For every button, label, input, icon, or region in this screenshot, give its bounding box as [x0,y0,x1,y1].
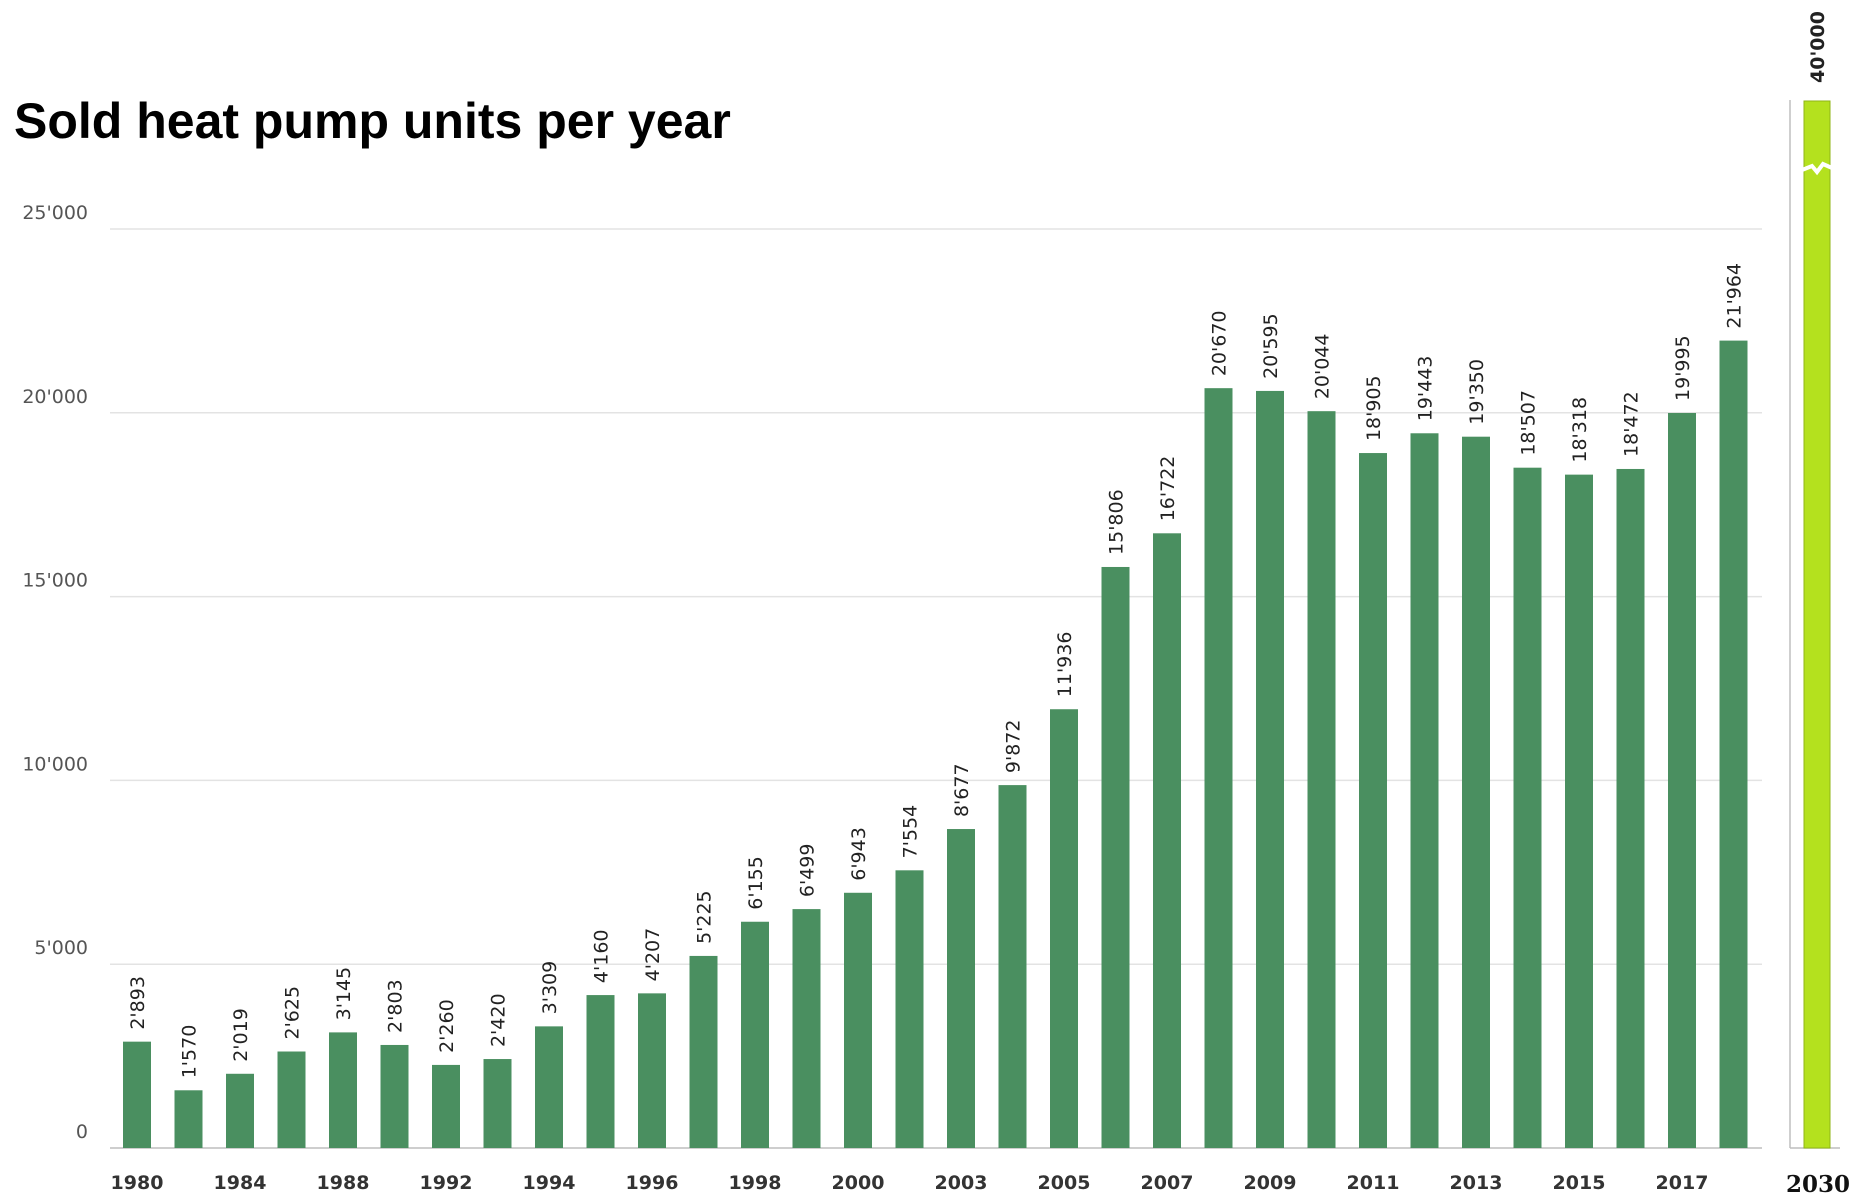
bar [895,870,924,1148]
data-label: 19'443 [1415,356,1437,422]
data-label: 21'964 [1724,263,1746,329]
target-bar-panel: 40'000 2030 [1786,11,1850,1194]
y-tick-label: 0 [76,1121,88,1143]
bar [535,1026,563,1148]
data-label: 2'893 [127,976,149,1030]
bar [844,892,872,1148]
x-tick-label: 1988 [317,1172,370,1194]
x-tick-label: 2005 [1038,1172,1091,1194]
data-label: 20'670 [1209,310,1231,376]
data-label: 8'677 [951,763,973,817]
y-tick-label: 20'000 [22,386,88,408]
bar [380,1044,409,1148]
bar [947,829,975,1148]
x-tick-label: 2017 [1656,1172,1709,1194]
target-data-label: 40'000 [1807,11,1829,83]
data-labels: 2'893 1'570 2'019 2'625 3'145 2'803 2'260 2'420… [127,263,1746,1078]
y-tick-label: 15'000 [22,570,88,592]
x-tick-label: 2013 [1450,1172,1503,1194]
bar [1565,474,1593,1148]
x-tick-label: 1996 [626,1172,679,1194]
bar [1359,453,1387,1148]
bar [1050,709,1078,1148]
bar [1153,533,1181,1148]
data-label: 18'472 [1621,391,1643,457]
bar [1462,436,1490,1149]
bar [792,909,821,1148]
y-tick-label: 25'000 [22,202,88,224]
data-label: 20'595 [1260,313,1282,379]
data-label: 16'722 [1157,456,1179,522]
bar [123,1041,151,1148]
bar [1307,411,1336,1148]
x-tick-label: 2009 [1244,1172,1297,1194]
data-label: 1'570 [179,1025,201,1079]
x-tick-label: 1984 [214,1172,267,1194]
data-label: 6'499 [797,844,819,898]
bar [1101,566,1130,1148]
bar [226,1073,254,1148]
x-tick-label: 1992 [420,1172,473,1194]
data-label: 20'044 [1312,334,1334,400]
bar [1668,412,1696,1149]
target-category-label: 2030 [1786,1171,1850,1194]
x-tick-label: 2011 [1347,1172,1400,1194]
data-label: 4'160 [591,930,613,984]
bar [1410,433,1439,1148]
bar [277,1051,306,1148]
x-tick-label: 1994 [523,1172,576,1194]
data-label: 2'625 [282,986,304,1040]
y-tick-label: 10'000 [22,753,88,775]
bar [586,995,615,1148]
data-label: 7'554 [900,805,922,859]
bar [638,993,666,1148]
data-label: 19'350 [1466,359,1488,425]
bar [1513,467,1542,1148]
data-label: 3'309 [539,961,561,1015]
data-label: 19'995 [1672,335,1694,401]
x-axis: 1980 1984 1988 1992 1994 1996 1998 2000 2003 2005… [111,1172,1709,1194]
data-label: 18'318 [1569,397,1591,463]
data-label: 15'806 [1106,489,1128,555]
bar [741,921,769,1148]
bar [432,1064,460,1148]
data-label: 5'225 [694,890,716,944]
y-axis: 0 5'000 10'000 15'000 20'000 25'000 [22,202,88,1143]
bar [329,1032,357,1148]
data-label: 2'803 [385,979,407,1033]
data-label: 2'420 [488,993,510,1047]
x-tick-label: 1980 [111,1172,164,1194]
x-tick-label: 2003 [935,1172,988,1194]
target-bar [1803,100,1831,1149]
data-label: 2'019 [230,1008,252,1062]
bar [483,1059,512,1148]
data-label: 3'145 [333,967,355,1021]
data-label: 18'507 [1518,390,1540,456]
bars [123,340,1748,1149]
x-tick-label: 2007 [1141,1172,1194,1194]
chart-title: Sold heat pump units per year [14,93,731,149]
data-label: 6'943 [848,827,870,881]
data-label: 9'872 [1003,720,1025,774]
bar [1616,468,1645,1149]
bar [1204,388,1233,1149]
bar [689,955,718,1148]
axis-break-mark [1801,161,1833,176]
data-label: 6'155 [745,856,767,910]
data-label: 11'936 [1054,632,1076,698]
bar [1719,340,1748,1148]
bar [174,1090,203,1148]
data-label: 4'207 [642,928,664,982]
x-tick-label: 2015 [1553,1172,1606,1194]
bar [1256,390,1284,1148]
data-label: 2'260 [436,999,458,1053]
data-label: 18'905 [1363,375,1385,441]
y-tick-label: 5'000 [34,937,88,959]
x-tick-label: 1998 [729,1172,782,1194]
bar [998,785,1027,1148]
x-tick-label: 2000 [832,1172,885,1194]
